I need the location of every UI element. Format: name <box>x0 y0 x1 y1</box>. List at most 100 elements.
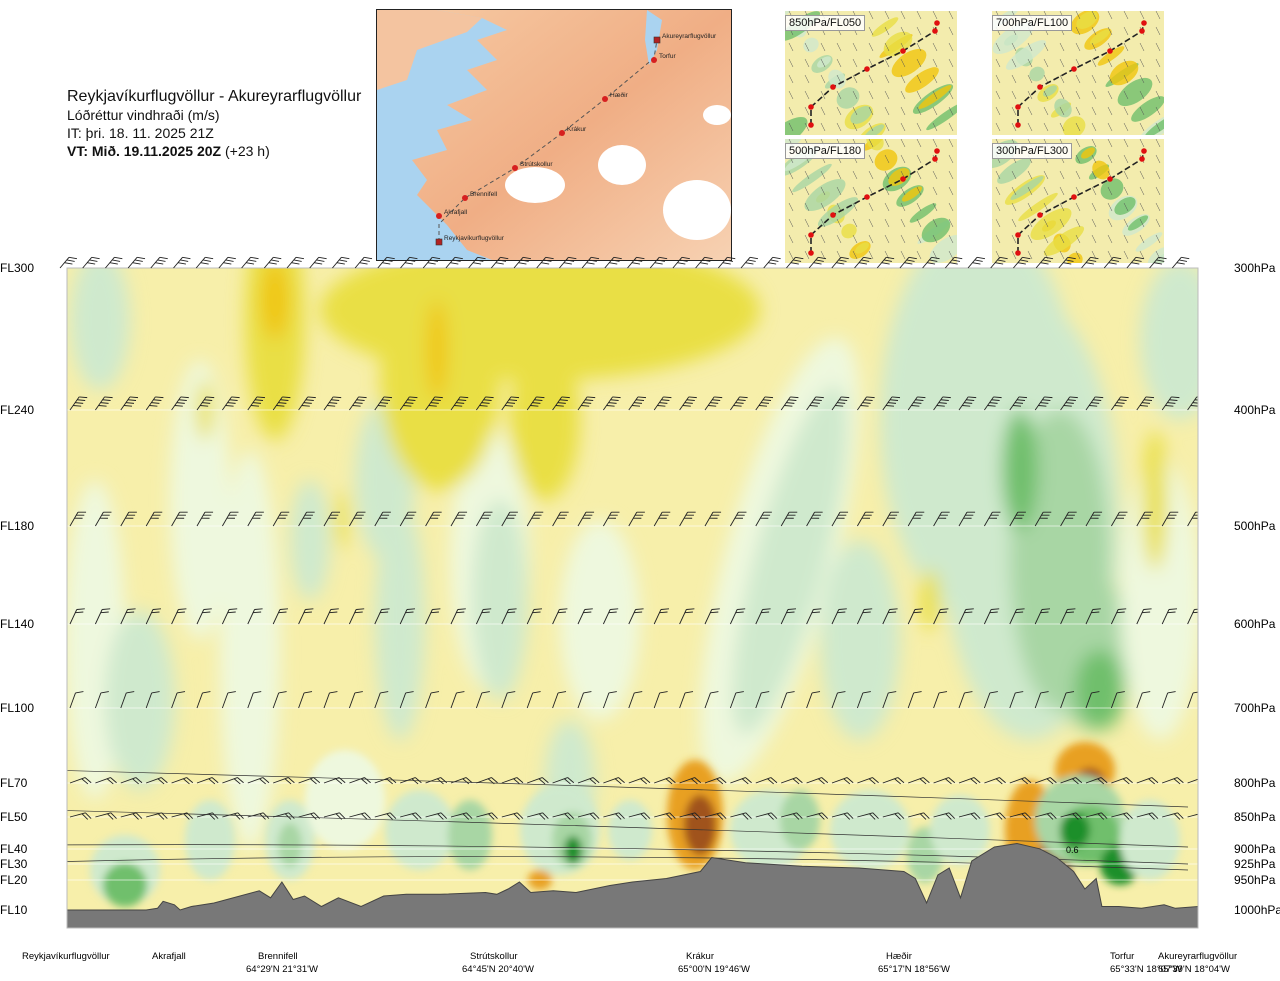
fl-label-fl180: FL180 <box>0 519 34 533</box>
wind-barb <box>922 256 940 269</box>
wind-barb <box>1009 691 1024 709</box>
wind-barb <box>983 691 998 709</box>
wind-barb <box>95 777 117 785</box>
wind-barb <box>450 511 468 527</box>
field-cell <box>427 300 447 400</box>
field-cell <box>1120 460 1198 740</box>
station-labels: Reykjavíkurflugvöllur Akrafjall Brennifell… <box>22 951 1237 975</box>
wind-barb <box>831 812 854 820</box>
wind-barb <box>221 608 238 625</box>
glacier-1 <box>505 167 565 203</box>
wind-barb <box>628 511 645 527</box>
wind-barb <box>958 511 976 527</box>
valid-time: VT: Mið. 19.11.2025 20Z <box>67 143 222 159</box>
wind-barb <box>1085 812 1108 820</box>
wind-barb <box>332 256 350 269</box>
wind-barb <box>1081 256 1099 269</box>
wind-barb <box>399 691 414 709</box>
land-northwest <box>377 10 482 90</box>
field-cell <box>684 795 716 855</box>
field-cell <box>780 790 820 850</box>
wind-barb <box>603 812 625 820</box>
plot-area: 0.6 <box>67 268 1198 928</box>
wind-barb <box>348 608 365 625</box>
field-cell <box>220 450 280 850</box>
wind-barb <box>94 608 111 625</box>
wind-barb <box>907 511 925 527</box>
glacier-4 <box>703 105 731 125</box>
wind-barb <box>171 691 186 709</box>
field-cell <box>830 790 910 870</box>
wind-barb <box>425 691 440 709</box>
wind-barb <box>425 608 441 625</box>
wind-barb <box>399 511 417 527</box>
hpa-label-500hpa: 500hPa <box>1234 519 1276 533</box>
wind-barb <box>348 691 363 709</box>
wind-barb <box>717 256 736 269</box>
wind-barb <box>374 812 397 820</box>
wind-barb <box>763 256 781 269</box>
route-title: Reykjavíkurflugvöllur - Akureyrarflugvöl… <box>67 88 362 105</box>
wind-barb <box>602 608 619 625</box>
wind-barb <box>552 608 568 625</box>
wind-barb <box>730 511 747 527</box>
wind-barb <box>247 777 270 785</box>
field-cell <box>305 750 385 850</box>
wind-barb <box>298 608 314 625</box>
wind-barb <box>526 691 541 709</box>
field-cell <box>1060 812 1090 848</box>
wind-barb <box>273 777 295 785</box>
wind-barb <box>806 812 829 820</box>
wind-barb <box>628 812 651 820</box>
wind-barb <box>82 256 100 269</box>
level-panel-label: 500hPa/FL180 <box>785 143 866 159</box>
glacier-2 <box>598 145 646 185</box>
wind-barb <box>501 396 520 411</box>
wind-barb <box>831 608 847 625</box>
level-panel-map <box>992 11 1164 135</box>
wind-barb <box>171 511 188 527</box>
waypoint-label: Brennifell <box>470 191 498 198</box>
wind-barb <box>1085 396 1104 411</box>
wind-barb <box>69 812 92 820</box>
wind-barb <box>309 256 327 269</box>
wind-barb <box>1187 777 1198 784</box>
wind-barb <box>907 396 926 411</box>
wind-barb <box>628 608 644 625</box>
field-cell <box>1143 430 1167 570</box>
level-panel-label: 850hPa/FL050 <box>785 15 866 31</box>
wind-barb <box>990 256 1008 269</box>
wind-barb <box>272 608 289 625</box>
wind-barb <box>603 777 625 785</box>
wind-barb <box>105 256 123 269</box>
wind-barb <box>704 812 727 820</box>
wind-barb <box>603 511 620 527</box>
wind-barb <box>755 511 772 527</box>
wind-barb <box>672 256 690 269</box>
flight-level-labels: FL300 FL240 FL180 FL140 FL100 FL70 FL50 FL40FL3… <box>0 261 34 917</box>
wind-barb <box>730 396 748 411</box>
wind-barb <box>704 777 727 785</box>
wind-barb <box>1009 396 1028 411</box>
wind-barb <box>247 511 264 527</box>
fl-label-fl140: FL140 <box>0 617 34 631</box>
wind-barb <box>1060 608 1076 625</box>
wind-barb <box>1034 396 1053 411</box>
wind-barb <box>241 256 259 269</box>
wind-barbs <box>69 396 1198 820</box>
wind-barb <box>1187 608 1198 625</box>
wind-barb <box>146 812 168 820</box>
field-cell <box>608 800 652 860</box>
station-name: Reykjavíkurflugvöllur <box>22 951 110 962</box>
contour-label: 0.6 <box>1066 845 1079 855</box>
wind-barb <box>222 511 239 527</box>
wind-barb <box>272 511 290 527</box>
wind-barb <box>1187 396 1198 411</box>
wind-barb <box>857 511 874 527</box>
wind-barb <box>984 511 1001 527</box>
field-cell <box>564 836 582 864</box>
wind-barb <box>425 511 442 527</box>
terrain-profile <box>67 842 1198 928</box>
wind-barb <box>1060 691 1075 709</box>
